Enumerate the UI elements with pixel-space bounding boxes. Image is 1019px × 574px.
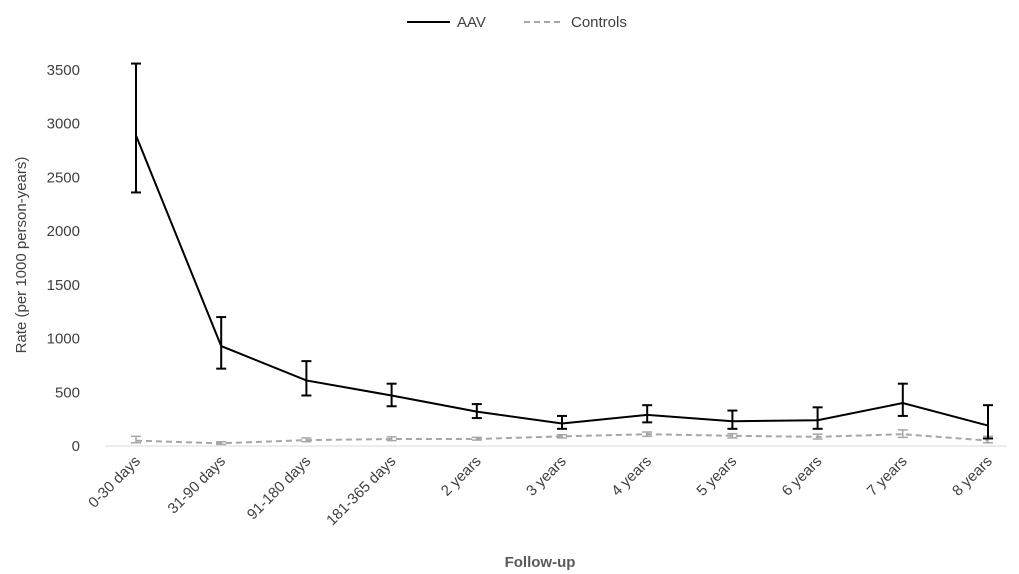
y-tick-label: 1000 — [47, 331, 80, 348]
error-bar-controls — [301, 437, 312, 443]
x-tick-label: 4 years — [608, 453, 655, 500]
error-bar-aav — [131, 62, 141, 194]
y-tick-label: 3000 — [47, 116, 80, 133]
x-tick-label: 2 years — [438, 453, 485, 500]
x-tick-label: 3 years — [523, 453, 570, 500]
legend-aav-label: AAV — [457, 14, 486, 31]
error-bar-controls — [642, 431, 653, 438]
x-tick-label: 8 years — [949, 453, 996, 500]
y-tick-label: 2500 — [47, 169, 80, 186]
x-tick-label: 6 years — [779, 453, 826, 500]
series-line-controls — [135, 433, 989, 445]
error-bar-aav — [557, 414, 567, 430]
error-bar-controls — [216, 440, 227, 446]
error-bar-aav — [727, 409, 738, 430]
error-bar-aav — [216, 316, 227, 370]
y-tick-label: 3500 — [47, 62, 80, 79]
y-tick-label: 1500 — [47, 277, 80, 294]
error-bar-aav — [471, 403, 482, 420]
x-axis-ticks: 0-30 days 31-90 days 91-180 days 181-365 da… — [85, 453, 996, 529]
series-line-aav — [135, 135, 989, 427]
error-bar-controls — [471, 436, 482, 441]
x-tick-label: 7 years — [864, 453, 911, 500]
error-bar-aav — [642, 404, 653, 424]
series-layer — [131, 62, 993, 446]
x-tick-label: 31-90 days — [165, 453, 230, 518]
y-axis-title: Rate (per 1000 person-years) — [13, 157, 30, 354]
series-controls — [131, 429, 993, 446]
error-bar-aav — [983, 404, 993, 440]
error-bar-aav — [897, 382, 908, 417]
error-bar-controls — [812, 433, 823, 440]
x-tick-label: 91-180 days — [244, 453, 314, 523]
x-tick-label: 0-30 days — [85, 453, 144, 512]
error-bar-aav — [386, 382, 397, 408]
error-bar-aav — [812, 406, 823, 430]
legend: AAV Controls — [407, 14, 627, 31]
x-tick-label: 5 years — [693, 453, 740, 500]
error-bar-controls — [897, 429, 908, 439]
error-bar-controls — [131, 435, 141, 444]
y-tick-label: 2000 — [47, 223, 80, 240]
error-bar-controls — [557, 433, 567, 439]
error-bar-aav — [301, 360, 312, 397]
series-aav — [131, 62, 993, 440]
y-axis-ticks: 0 500 1000 1500 2000 2500 3000 3500 — [47, 62, 80, 455]
legend-controls-label: Controls — [571, 14, 627, 31]
y-tick-label: 500 — [55, 384, 80, 401]
error-bar-controls — [386, 436, 397, 442]
x-tick-label: 181-365 days — [323, 453, 399, 529]
y-tick-label: 0 — [72, 438, 80, 455]
x-axis-title: Follow-up — [505, 554, 576, 571]
error-bar-controls — [727, 432, 738, 439]
